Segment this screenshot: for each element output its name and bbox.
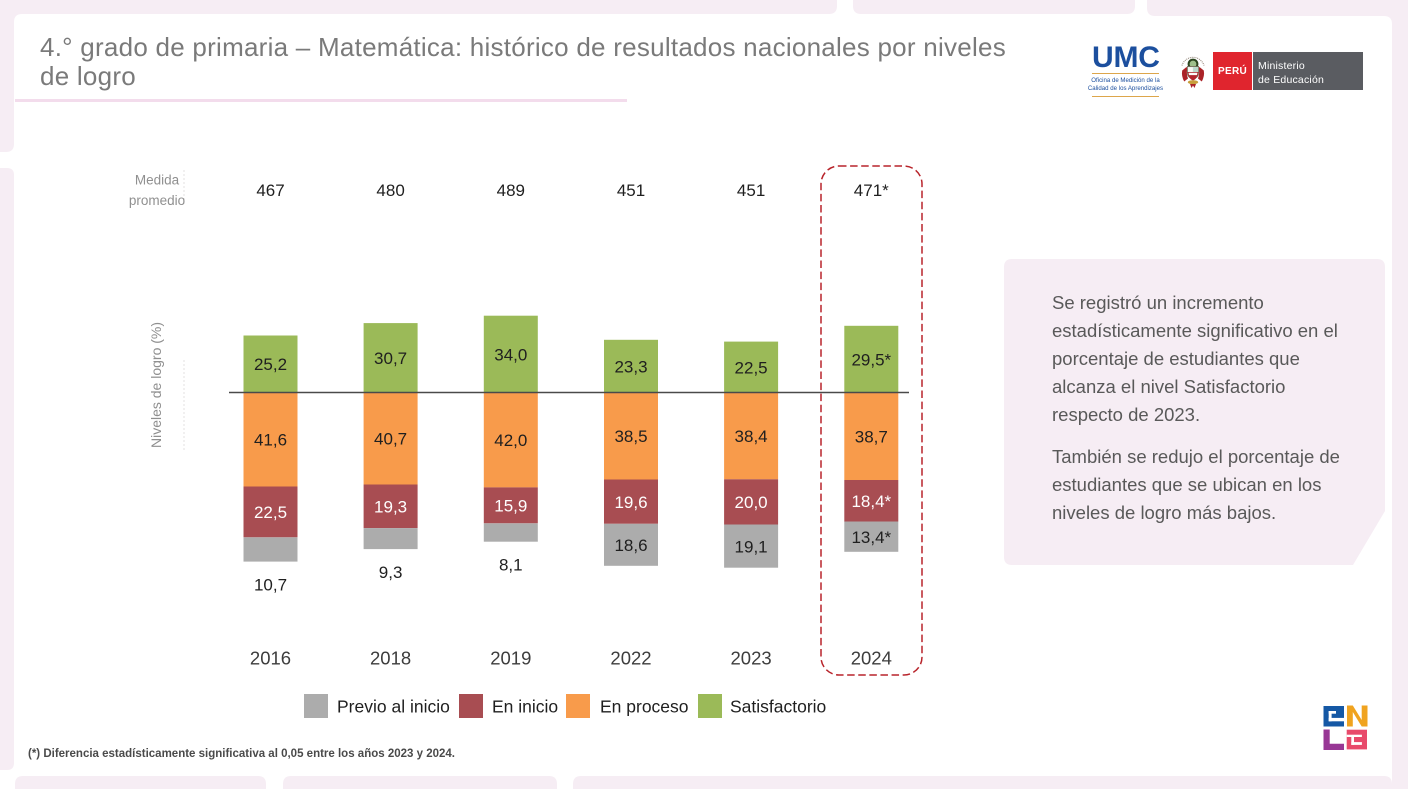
svg-text:22,5: 22,5 bbox=[735, 358, 768, 377]
svg-text:En proceso: En proceso bbox=[600, 697, 689, 717]
svg-text:18,6: 18,6 bbox=[614, 536, 647, 555]
svg-text:13,4*: 13,4* bbox=[851, 528, 891, 547]
svg-text:22,5: 22,5 bbox=[254, 503, 287, 522]
svg-text:8,1: 8,1 bbox=[499, 556, 523, 575]
svg-text:489: 489 bbox=[497, 181, 525, 200]
svg-text:41,6: 41,6 bbox=[254, 431, 287, 450]
svg-text:20,0: 20,0 bbox=[735, 493, 768, 512]
svg-text:Previo al inicio: Previo al inicio bbox=[337, 697, 450, 717]
svg-text:25,2: 25,2 bbox=[254, 355, 287, 374]
svg-text:Medida: Medida bbox=[135, 173, 180, 188]
svg-text:42,0: 42,0 bbox=[494, 431, 527, 450]
svg-text:2018: 2018 bbox=[370, 648, 411, 669]
svg-text:Satisfactorio: Satisfactorio bbox=[730, 697, 826, 717]
svg-text:38,4: 38,4 bbox=[735, 427, 768, 446]
svg-text:2024: 2024 bbox=[851, 648, 892, 669]
svg-text:34,0: 34,0 bbox=[494, 345, 527, 364]
svg-text:2019: 2019 bbox=[490, 648, 531, 669]
svg-text:Niveles de logro (%): Niveles de logro (%) bbox=[148, 322, 164, 448]
svg-text:480: 480 bbox=[376, 181, 404, 200]
svg-text:40,7: 40,7 bbox=[374, 430, 407, 449]
svg-text:38,7: 38,7 bbox=[855, 427, 888, 446]
svg-text:18,4*: 18,4* bbox=[851, 492, 891, 511]
svg-text:10,7: 10,7 bbox=[254, 576, 287, 595]
svg-text:2022: 2022 bbox=[610, 648, 651, 669]
svg-text:15,9: 15,9 bbox=[494, 497, 527, 516]
svg-text:19,3: 19,3 bbox=[374, 498, 407, 517]
svg-text:2016: 2016 bbox=[250, 648, 291, 669]
svg-text:En inicio: En inicio bbox=[492, 697, 558, 717]
svg-text:471*: 471* bbox=[854, 181, 889, 200]
svg-text:451: 451 bbox=[617, 181, 645, 200]
svg-text:promedio: promedio bbox=[129, 193, 185, 208]
svg-text:23,3: 23,3 bbox=[614, 357, 647, 376]
svg-text:467: 467 bbox=[256, 181, 284, 200]
svg-text:2023: 2023 bbox=[731, 648, 772, 669]
svg-text:19,6: 19,6 bbox=[614, 493, 647, 512]
svg-text:451: 451 bbox=[737, 181, 765, 200]
svg-text:29,5*: 29,5* bbox=[851, 350, 891, 369]
svg-text:19,1: 19,1 bbox=[735, 537, 768, 556]
svg-text:38,5: 38,5 bbox=[614, 427, 647, 446]
svg-text:9,3: 9,3 bbox=[379, 563, 403, 582]
svg-text:30,7: 30,7 bbox=[374, 349, 407, 368]
